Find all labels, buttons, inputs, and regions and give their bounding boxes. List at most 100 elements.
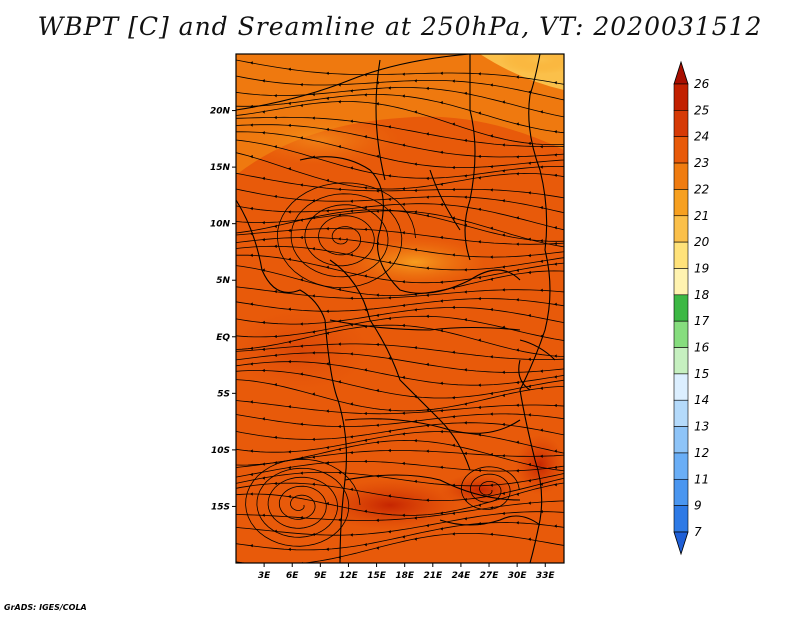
streamline-arrow [502, 233, 505, 237]
streamline-arrow [376, 189, 379, 193]
streamline-arrow [452, 415, 455, 419]
streamline-arrow [528, 141, 531, 146]
colorbar-label: 9 [694, 499, 702, 513]
streamline-arrow [554, 403, 557, 408]
streamline-arrow [312, 455, 315, 459]
streamline-arrow [288, 494, 291, 499]
wbpt-22c-zone [345, 238, 485, 286]
streamline-arrow [250, 154, 253, 159]
streamline-arrow [490, 226, 493, 230]
streamline-arrow [554, 302, 557, 306]
streamline-arrow [540, 510, 543, 514]
streamline-arrow [364, 509, 367, 513]
streamline-arrow [478, 72, 481, 76]
streamline-arrow [288, 228, 291, 233]
streamline-arrow [502, 454, 505, 458]
wbpt-24c-zone-west [236, 310, 370, 390]
streamline-arrow [414, 345, 417, 350]
streamline-arrow [426, 86, 429, 91]
colorbar-label: 17 [694, 314, 710, 328]
streamline-arrow [528, 479, 531, 483]
streamline-arrow [528, 537, 531, 541]
colorbar-label: 21 [694, 209, 709, 223]
streamline-arrow [388, 125, 391, 129]
streamline-arrow [554, 242, 557, 246]
streamline-arrow [250, 123, 253, 127]
streamline-arrow [540, 110, 543, 114]
streamline-arrow [528, 90, 531, 94]
streamline-arrow [364, 274, 367, 278]
streamline-arrow [540, 428, 543, 432]
streamline-arrow [250, 302, 253, 306]
streamline-arrow [250, 232, 253, 236]
streamline-arrow [528, 270, 531, 275]
streamline [236, 352, 564, 373]
streamline-arrow [478, 240, 481, 244]
streamline-arrow [274, 435, 277, 440]
streamline-arrow [288, 466, 291, 470]
streamline-arrow [452, 511, 455, 516]
streamline-arrow [426, 195, 429, 199]
streamline-arrow [274, 224, 277, 228]
streamline-arrow [478, 207, 481, 211]
streamline-arrow [402, 432, 405, 436]
colorbar-label: 16 [694, 341, 710, 355]
streamline-arrow [300, 103, 303, 108]
streamline-arrow [540, 145, 543, 149]
streamline-arrow [554, 354, 557, 358]
streamline-arrow [516, 348, 519, 352]
streamline-arrow [376, 388, 379, 393]
streamline [236, 500, 564, 521]
streamline-arrow [312, 155, 315, 159]
streamline-arrow [540, 482, 543, 486]
streamline-arrow [490, 83, 493, 87]
streamline-arrow [388, 356, 391, 360]
wbpt-23c-zone [236, 54, 564, 175]
streamline-arrow [402, 535, 405, 539]
streamline-arrow [326, 178, 329, 183]
streamline [236, 286, 564, 299]
streamline-arrow [516, 469, 519, 473]
streamline-arrow [516, 380, 519, 385]
streamline-arrow [554, 173, 557, 178]
streamline-arrow [364, 438, 367, 443]
wbpt-25c-zone-se [515, 435, 564, 495]
streamline-arrow [250, 492, 253, 496]
streamline-arrow [274, 481, 277, 486]
streamline-arrow [440, 280, 443, 284]
streamline-arrow [312, 351, 315, 355]
streamline-arrow [490, 277, 493, 281]
streamline-arrow [464, 195, 467, 199]
streamline-arrow [502, 169, 505, 173]
streamline [236, 413, 564, 428]
streamline-arrow [540, 386, 543, 390]
streamline-arrow [452, 305, 455, 310]
streamline-arrow [338, 144, 341, 149]
streamline-arrow [312, 294, 315, 298]
colorbar-box [673, 426, 689, 454]
streamline-arrow [516, 268, 519, 273]
lon-label: 15E [367, 571, 387, 581]
streamline-arrow [554, 524, 557, 528]
streamline-arrow [250, 346, 253, 351]
streamline [236, 533, 564, 563]
streamline-arrow [364, 205, 367, 210]
streamline [236, 315, 564, 341]
streamline-arrow [262, 268, 265, 272]
colorbar-box [673, 399, 689, 427]
streamline-arrow [326, 445, 329, 450]
streamline-arrow [464, 268, 467, 272]
streamline-arrow [274, 334, 277, 339]
streamline-arrow [288, 404, 291, 409]
streamline-arrow [414, 308, 417, 312]
streamline-arrow [490, 188, 493, 192]
lat-label: EQ [216, 333, 230, 343]
streamline-arrow [528, 161, 531, 165]
streamline-arrow [490, 412, 493, 416]
streamline-arrow [274, 145, 277, 149]
streamline [236, 75, 564, 101]
streamline-arrow [426, 314, 429, 318]
streamline-arrow [452, 532, 455, 536]
streamline-arrow [338, 555, 341, 560]
colorbar-box [673, 478, 689, 506]
